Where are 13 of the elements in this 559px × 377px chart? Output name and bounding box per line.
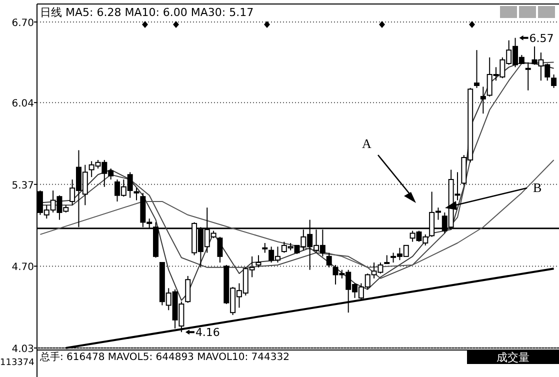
- text: 成交量: [496, 351, 530, 364]
- annotation: 6.57: [529, 32, 554, 45]
- y-tick-label: 6.04: [12, 98, 34, 110]
- y-tick-label: 4.03: [12, 344, 34, 355]
- annotation: A: [362, 136, 372, 151]
- chart-title: 日线 MA5: 6.28 MA10: 6.00 MA30: 5.17: [40, 6, 254, 19]
- annotation: B: [533, 180, 542, 195]
- annotation: 4.16: [195, 326, 220, 340]
- text: 113374: [0, 358, 35, 368]
- y-tick-label: 6.70: [12, 18, 34, 29]
- y-tick-label: 4.70: [12, 262, 34, 274]
- text: 总手: 616478 MAVOL5: 644893 MAVOL10: 744332: [39, 351, 290, 363]
- y-tick-label: 5.37: [12, 180, 34, 192]
